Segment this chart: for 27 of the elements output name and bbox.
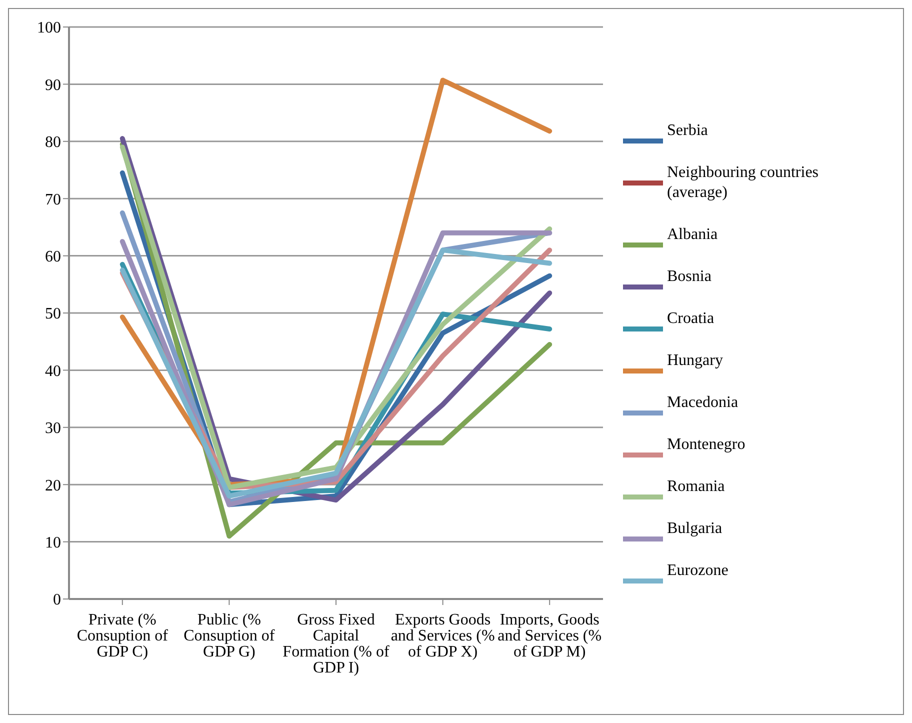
x-tick-label: Gross Fixed Capital Formation (% of GDP I) <box>282 611 390 676</box>
y-tick-label: 40 <box>45 362 61 380</box>
y-tick-label: 90 <box>45 76 61 94</box>
legend-label: Eurozone <box>667 560 730 580</box>
legend-label: Romania <box>667 476 726 496</box>
legend-label: Bulgaria <box>667 518 724 538</box>
y-tick-label: 50 <box>45 306 61 323</box>
y-tick-label: 60 <box>45 248 61 266</box>
legend-label: Montenegro <box>667 434 746 454</box>
y-tick-label: 20 <box>45 477 61 494</box>
x-tick-label: Imports, Goods and Services (% of GDP M) <box>498 611 602 660</box>
legend-label: Bosnia <box>667 266 712 286</box>
y-tick-label: 100 <box>37 20 61 37</box>
legend-label: Hungary <box>667 350 724 370</box>
x-tick-label: Public (% Consuption of GDP G) <box>184 611 276 660</box>
x-tick-label: Private (% Consuption of GDP C) <box>76 611 169 660</box>
y-tick-label: 10 <box>45 534 61 552</box>
legend-label: Albania <box>667 224 719 244</box>
y-tick-label: 30 <box>45 420 61 438</box>
x-tick-label: Exports Goods and Services (% of GDP X) <box>390 611 495 660</box>
legend-label: Croatia <box>667 308 716 328</box>
y-tick-label: 80 <box>45 134 61 152</box>
y-tick-label: 0 <box>53 592 61 609</box>
legend-label: Macedonia <box>667 392 740 412</box>
legend-label: Serbia <box>667 120 709 140</box>
y-tick-label: 70 <box>45 191 61 208</box>
legend-label: Neighbouring countries (average) <box>667 162 820 202</box>
